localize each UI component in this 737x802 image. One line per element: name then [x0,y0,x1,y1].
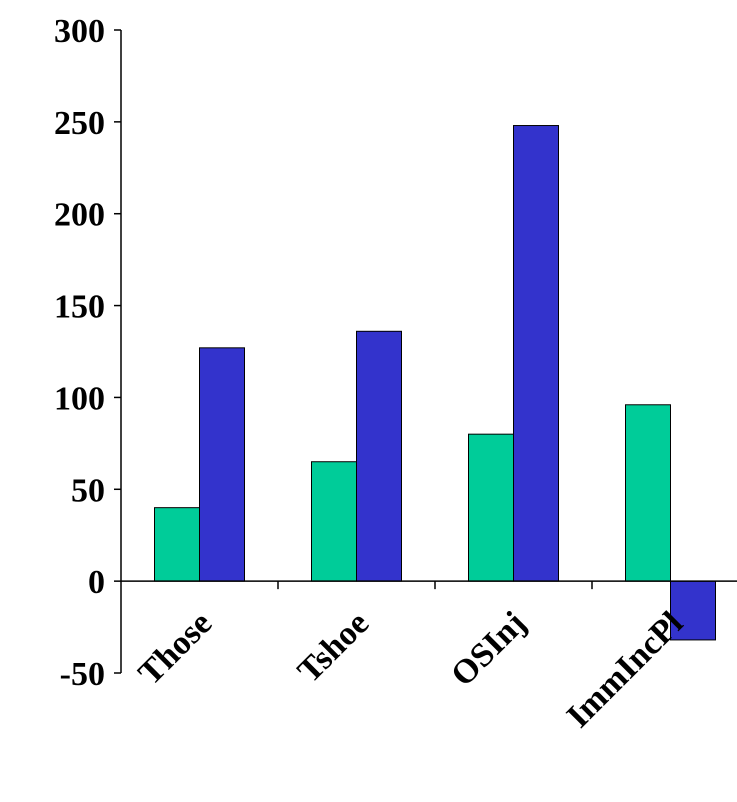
bar-tshoe-series-2 [356,330,402,582]
bar-osinj-series-1 [468,433,514,582]
bar-those-series-2 [199,347,245,582]
bar-immincpl-series-1 [625,404,671,582]
bar-tshoe-series-1 [311,461,357,582]
y-tick-label: 200 [54,197,105,234]
y-tick-label: 50 [71,472,105,509]
y-tick-label: -50 [60,656,105,693]
bar-osinj-series-2 [513,125,559,582]
x-axis: Those Tshoe OSInj ImmIncPl [121,580,737,735]
y-axis: 300 250 200 150 100 50 0 -50 [54,13,122,693]
x-category-label: OSInj [444,605,533,694]
y-tick-label: 100 [54,380,105,417]
x-category-label: ImmIncPl [560,605,690,735]
y-tick-label: 0 [88,564,105,601]
y-tick-label: 150 [54,289,105,326]
y-tick-label: 300 [54,13,105,50]
x-category-label: Those [132,605,220,693]
bar-those-series-1 [154,507,200,582]
bars [154,125,716,641]
y-tick-label: 250 [54,105,105,142]
bar-immincpl-series-2 [670,580,716,641]
x-category-label: Tshoe [291,605,376,690]
